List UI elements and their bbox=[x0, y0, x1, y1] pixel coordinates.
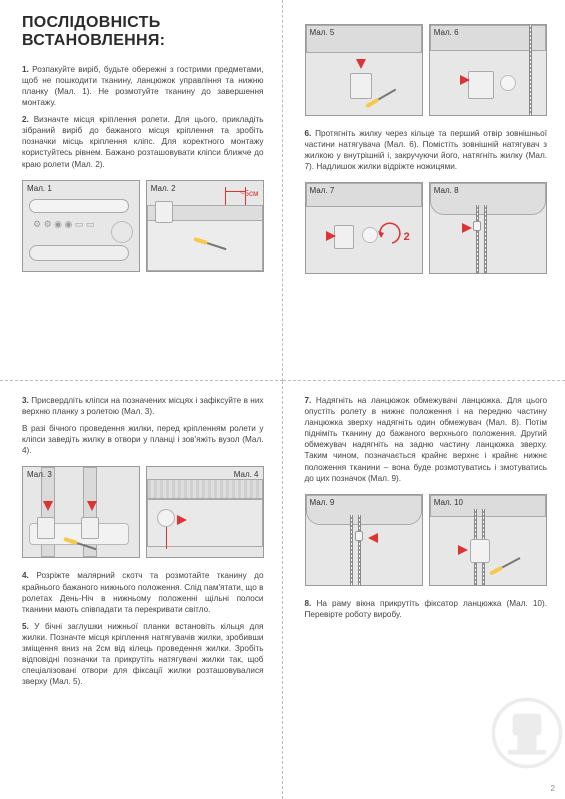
step-6: 6. Протягніть жилку через кільце та перш… bbox=[305, 128, 548, 172]
fig-label: Мал. 3 bbox=[27, 470, 52, 479]
fig-3: Мал. 3 bbox=[22, 466, 140, 558]
fig-label: Мал. 8 bbox=[434, 186, 459, 195]
fig-label: Мал. 1 bbox=[27, 184, 52, 193]
step-5: 5. У бічні заглушки нижньої планки встан… bbox=[22, 621, 264, 687]
fig-label: Мал. 5 bbox=[310, 28, 335, 37]
quadrant-2: Мал. 5 Мал. 6 6. Протягніть жилку через … bbox=[283, 0, 565, 381]
fig-dim: ~5см bbox=[240, 189, 259, 198]
fig-row-1: Мал. 1 ⚙ ⚙ ◉ ◉ ▭ ▭ Мал. 2 ~5см bbox=[22, 180, 264, 272]
fig-label: Мал. 7 bbox=[310, 186, 335, 195]
fig-5: Мал. 5 bbox=[305, 24, 423, 116]
step-3b: В разі бічного проведення жилки, перед к… bbox=[22, 423, 264, 456]
page-title: ПОСЛІДОВНІСТЬ ВСТАНОВЛЕННЯ: bbox=[22, 14, 264, 50]
step-1: 1. Розпакуйте виріб, будьте обережні з г… bbox=[22, 64, 264, 108]
step-2: 2. Визначте місця кріплення ролети. Для … bbox=[22, 114, 264, 169]
fig-label: Мал. 6 bbox=[434, 28, 459, 37]
fig-row-4: Мал. 7 2 Мал. 8 bbox=[305, 182, 548, 274]
watermark-icon bbox=[491, 697, 563, 769]
fig-8: Мал. 8 bbox=[429, 182, 547, 274]
step-4: 4. Розріжте малярний скотч та розмотайте… bbox=[22, 570, 264, 614]
step-3a: 3. Присвердліть кліпси на позначених міс… bbox=[22, 395, 264, 417]
fig-2: Мал. 2 ~5см bbox=[146, 180, 264, 272]
fig-7: Мал. 7 2 bbox=[305, 182, 423, 274]
quadrant-1: ПОСЛІДОВНІСТЬ ВСТАНОВЛЕННЯ: 1. Розпакуйт… bbox=[0, 0, 283, 381]
fig-label: Мал. 2 bbox=[151, 184, 176, 193]
fig-10: Мал. 10 bbox=[429, 494, 547, 586]
step-8: 8. На раму вікна прикрутіть фіксатор лан… bbox=[305, 598, 548, 620]
fig-9: Мал. 9 bbox=[305, 494, 423, 586]
fig-row-5: Мал. 9 Мал. 10 bbox=[305, 494, 548, 586]
fig-row-3: Мал. 5 Мал. 6 bbox=[305, 24, 548, 116]
rotate-arrow-icon bbox=[376, 219, 406, 249]
page: ПОСЛІДОВНІСТЬ ВСТАНОВЛЕННЯ: 1. Розпакуйт… bbox=[0, 0, 565, 799]
quadrant-4: 7. Надягніть на ланцюжок обмежувачі ланц… bbox=[283, 381, 565, 799]
fig-label: Мал. 10 bbox=[434, 498, 463, 507]
fig-7-number: 2 bbox=[404, 231, 410, 243]
fig-6: Мал. 6 bbox=[429, 24, 547, 116]
fig-label: Мал. 4 bbox=[234, 470, 259, 479]
fig-4: Мал. 4 bbox=[146, 466, 264, 558]
page-number: 2 bbox=[551, 784, 555, 793]
quadrant-3: 3. Присвердліть кліпси на позначених міс… bbox=[0, 381, 283, 799]
fig-label: Мал. 9 bbox=[310, 498, 335, 507]
fig-1: Мал. 1 ⚙ ⚙ ◉ ◉ ▭ ▭ bbox=[22, 180, 140, 272]
fig-row-2: Мал. 3 Мал. 4 bbox=[22, 466, 264, 558]
step-7: 7. Надягніть на ланцюжок обмежувачі ланц… bbox=[305, 395, 548, 484]
